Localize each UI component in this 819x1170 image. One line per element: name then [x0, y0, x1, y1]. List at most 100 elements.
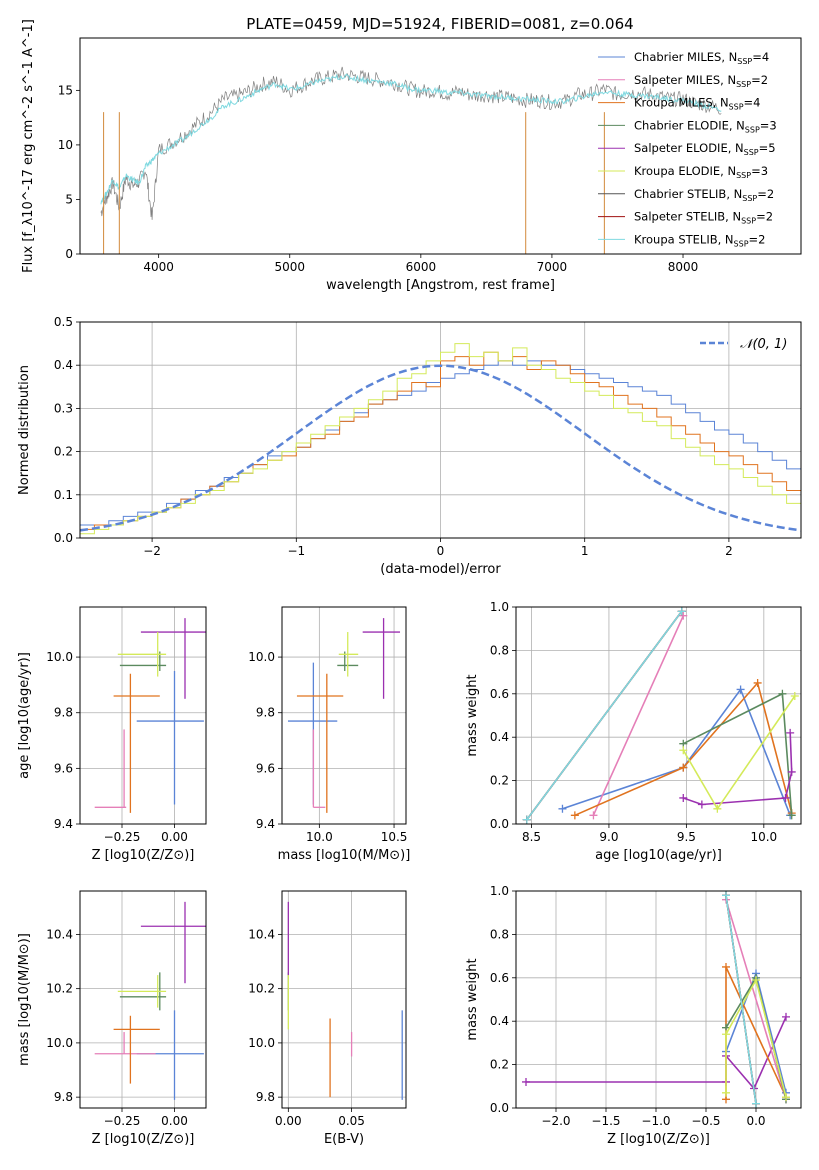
weight-marker [679, 611, 688, 620]
y-tick-label: 10.0 [248, 1036, 275, 1050]
weight-marker [558, 804, 567, 813]
y-tick-label: 9.6 [256, 761, 275, 775]
axes-age_vs_mass: 10.0 10.5 9.4 9.6 9.8 10.0 mass [log10(M/M⊙)] [248, 606, 411, 863]
weight-marker [782, 1012, 790, 1021]
weight-marker [787, 767, 796, 776]
weight-marker [722, 891, 730, 900]
weight-marker [679, 763, 688, 772]
plot-area-spectrum [100, 66, 722, 254]
spectrum-line-data [100, 66, 722, 220]
weight-marker [722, 1030, 730, 1039]
legend-label-sub: SSP [742, 194, 757, 203]
weight-line [725, 977, 787, 1098]
weight-line [725, 899, 787, 1100]
plot-area-age_vs_Z [94, 618, 206, 813]
weight-marker [787, 811, 796, 820]
y-tick-label: 0.0 [54, 531, 73, 545]
x-tick-label: 0.05 [338, 1114, 365, 1128]
y-tick-label: 0.4 [490, 730, 509, 744]
legend-label: Chabrier MILES, NSSP=4 [634, 50, 769, 66]
y-tick-label: 0.2 [54, 445, 73, 459]
weight-marker [522, 815, 531, 824]
x-tick-label: 8.5 [522, 830, 541, 844]
y-tick-label: 0.2 [490, 1058, 509, 1072]
gaussian-reference-line [80, 364, 801, 532]
weight-marker [736, 685, 745, 694]
weight-marker [781, 793, 790, 802]
legend-label-suffix: =4 [752, 50, 769, 64]
y-axis-label: mass weight [465, 958, 480, 1040]
axes-age_vs_Z: −0.25 0.00 9.4 9.6 9.8 10.0 Z [log10(Z/Z⊙)] age… [17, 606, 207, 863]
weight-line [682, 692, 793, 816]
x-tick-label: 2 [725, 544, 733, 558]
x-tick-label: 0 [437, 544, 445, 558]
y-tick-label: 0.5 [54, 315, 73, 329]
y-tick-label: 10.2 [248, 982, 275, 996]
y-tick-label: 0.0 [490, 817, 509, 831]
y-tick-label: 9.8 [256, 1090, 275, 1104]
legend-label-suffix: =4 [744, 96, 761, 110]
x-tick-label: 4000 [143, 260, 174, 274]
x-tick-label: 5000 [274, 260, 305, 274]
figure-title: PLATE=0459, MJD=51924, FIBERID=0081, z=0… [246, 15, 633, 33]
plot-area-residuals [80, 343, 801, 535]
legend-label-sub: SSP [741, 217, 756, 226]
y-axis-label: mass [log10(M/M⊙)] [17, 933, 32, 1066]
x-tick-label: 10.5 [381, 830, 408, 844]
legend-label-suffix: =2 [751, 73, 768, 87]
plot-area-mass_vs_EBV [287, 901, 403, 1100]
x-axis-label: mass [log10(M/M⊙)] [278, 848, 411, 863]
y-tick-label: 10.0 [46, 650, 73, 664]
weight-marker [786, 728, 795, 737]
x-tick-label: 0.0 [746, 1114, 765, 1128]
y-tick-label: 9.6 [54, 761, 73, 775]
axes-mass_vs_Z: −0.25 0.00 9.8 10.0 10.2 10.4 Z [log10(Z/Z⊙)] m… [17, 890, 207, 1147]
legend-label-suffix: =3 [751, 164, 768, 178]
x-tick-label: 9.5 [677, 830, 696, 844]
y-tick-label: 0.2 [490, 774, 509, 788]
x-tick-label: 10.0 [306, 830, 333, 844]
x-tick-label: 9.0 [599, 830, 618, 844]
x-tick-label: −1 [287, 544, 305, 558]
legend-label-suffix: =2 [757, 187, 774, 201]
y-axis-label: Normed distribution [17, 365, 32, 495]
y-tick-label: 10.0 [248, 650, 275, 664]
axes-residuals: −2 −1 0 1 2 0.0 0.1 0.2 0.3 0.4 0.5 (data-model)/er… [17, 315, 802, 577]
x-axis-label: E(B-V) [324, 1132, 364, 1147]
y-tick-label: 9.4 [54, 817, 73, 831]
plot-area-weight_vs_Z [522, 891, 790, 1108]
weight-marker [790, 691, 799, 700]
plot-area-weight_vs_age [522, 607, 799, 824]
y-tick-label: 0.6 [490, 971, 509, 985]
spectrum-line-model [100, 73, 722, 205]
axes-weight_vs_Z: −2.0 −1.5 −1.0 −0.5 0.0 0.0 0.2 0.4 0.6 0.8 1.0 Z [… [465, 884, 802, 1147]
legend-label-suffix: =2 [749, 232, 766, 246]
y-tick-label: 9.8 [54, 706, 73, 720]
plot-area-mass_vs_Z [94, 901, 206, 1100]
x-axis-label: age [log10(age/yr)] [595, 848, 722, 863]
weight-marker [697, 800, 706, 809]
x-tick-label: 0.00 [275, 1114, 302, 1128]
x-tick-label: −0.25 [104, 1114, 141, 1128]
legend-label: Kroupa ELODIE, NSSP=3 [634, 164, 768, 180]
axes-frame [515, 606, 802, 825]
weight-marker [722, 962, 730, 971]
axes-frame [79, 37, 802, 255]
weight-marker [679, 793, 688, 802]
y-tick-label: 0.8 [490, 643, 509, 657]
y-axis-label: Flux [f_λ10^-17 erg cm^-2 s^-1 A^-1] [21, 19, 36, 273]
y-tick-label: 10 [58, 138, 73, 152]
x-tick-label: 6000 [406, 260, 437, 274]
y-axis-label: mass weight [465, 674, 480, 756]
y-tick-label: 0 [65, 247, 73, 261]
legend-label: Salpeter MILES, NSSP=2 [634, 73, 768, 89]
axes-frame [515, 890, 802, 1109]
legend-label-suffix: =5 [759, 141, 776, 155]
weight-line [592, 615, 685, 816]
x-tick-label: −0.5 [691, 1114, 720, 1128]
histogram-step [80, 343, 801, 535]
x-tick-label: −1.5 [591, 1114, 620, 1128]
weight-marker [752, 975, 760, 984]
x-tick-label: −0.25 [104, 830, 141, 844]
